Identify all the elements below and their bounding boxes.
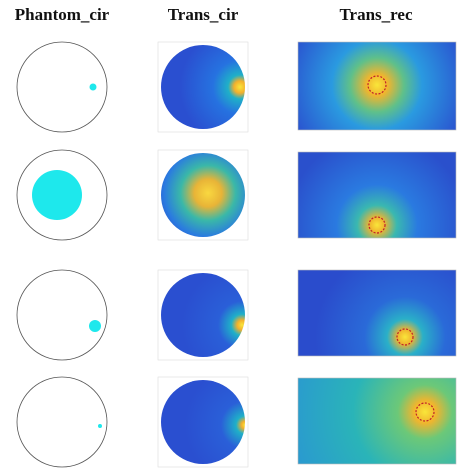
column-header: Trans_rec bbox=[339, 5, 412, 24]
phantom-boundary bbox=[16, 376, 108, 468]
reconstruction bbox=[297, 151, 457, 239]
target-outline bbox=[368, 216, 386, 234]
target-outline bbox=[367, 75, 387, 95]
column-header: Phantom_cir bbox=[15, 5, 110, 24]
phantom-boundary bbox=[16, 41, 108, 133]
phantom-inclusion bbox=[89, 320, 101, 332]
row bbox=[16, 376, 457, 468]
row bbox=[16, 269, 457, 361]
row bbox=[16, 149, 457, 241]
reconstruction bbox=[297, 269, 457, 357]
phantom-boundary bbox=[16, 269, 108, 361]
reconstruction bbox=[161, 273, 245, 357]
row bbox=[16, 41, 457, 133]
frame bbox=[157, 376, 249, 468]
target-outline bbox=[415, 402, 435, 422]
reconstruction bbox=[297, 377, 457, 465]
reconstruction bbox=[161, 153, 245, 237]
target-outline bbox=[396, 328, 414, 346]
frame bbox=[157, 269, 249, 361]
reconstruction bbox=[297, 41, 457, 131]
reconstruction bbox=[161, 380, 245, 464]
phantom-inclusion bbox=[98, 424, 102, 428]
frame bbox=[157, 41, 249, 133]
column-header: Trans_cir bbox=[168, 5, 239, 24]
reconstruction bbox=[161, 45, 245, 129]
frame bbox=[157, 149, 249, 241]
phantom-inclusion bbox=[32, 170, 82, 220]
phantom-inclusion bbox=[89, 83, 97, 91]
